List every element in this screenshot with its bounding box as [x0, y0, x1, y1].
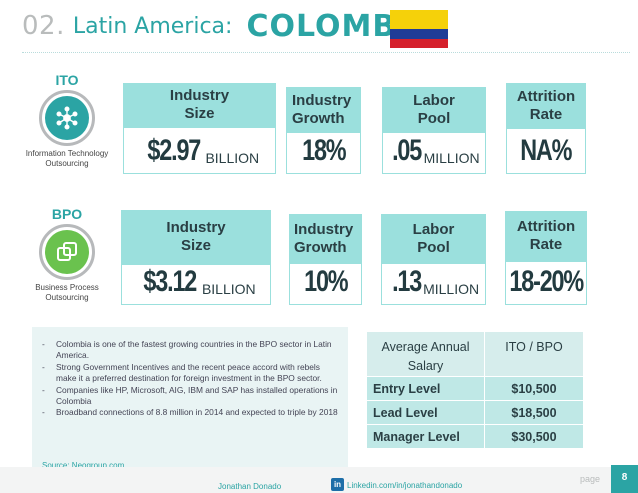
- list-item: Strong Government Incentives and the rec…: [42, 362, 338, 385]
- copy-squares-icon: [45, 230, 89, 274]
- table-header-row: Average Annual Salary ITO / BPO: [366, 331, 584, 377]
- linkedin-link[interactable]: Linkedin.com/in/jonathandonado: [347, 481, 463, 490]
- table-row: Lead Level $18,500: [366, 400, 584, 425]
- bpo-labor-header: Labor Pool: [381, 214, 486, 263]
- bpo-growth-value: 10%: [289, 263, 362, 305]
- ito-labor-header: Labor Pool: [382, 87, 486, 132]
- ito-size-value: $2.97 BILLION: [123, 127, 276, 174]
- bpo-sub-line2: Outsourcing: [45, 293, 89, 302]
- ito-sub-line1: Information Technology: [25, 149, 109, 158]
- bpo-size-value: $3.12 BILLION: [121, 264, 271, 305]
- col-header-salary: Average Annual Salary: [366, 331, 485, 377]
- section-number: 02.: [22, 11, 65, 41]
- ito-growth-value: 18%: [286, 132, 361, 174]
- author-name: Jonathan Donado: [218, 482, 282, 491]
- ito-size-header: Industry Size: [123, 83, 276, 127]
- page-number: 8: [611, 465, 638, 493]
- bpo-category: BPO Business Process Outsourcing: [22, 206, 112, 303]
- ito-label: ITO: [55, 72, 79, 88]
- colombia-flag-icon: [390, 10, 448, 48]
- slide-header: 02. Latin America: COLOMBIA: [22, 6, 433, 46]
- table-row: Entry Level $10,500: [366, 376, 584, 401]
- header-divider: [22, 52, 630, 53]
- linkedin-icon[interactable]: in: [331, 478, 344, 491]
- region-title: Latin America:: [72, 13, 233, 39]
- footer-bar: [0, 467, 638, 493]
- bpo-growth-header: Industry Growth: [289, 214, 362, 263]
- ito-attrition-header: Attrition Rate: [506, 83, 586, 128]
- ito-labor-value: .05 MILLION: [382, 132, 486, 174]
- bpo-attrition-value: 18-20%: [505, 261, 587, 305]
- page-label: page: [580, 474, 601, 484]
- table-row: Manager Level $30,500: [366, 424, 584, 449]
- bpo-sub-line1: Business Process: [35, 283, 99, 292]
- salary-table: Average Annual Salary ITO / BPO Entry Le…: [366, 331, 584, 449]
- bpo-label: BPO: [51, 206, 83, 222]
- bpo-size-header: Industry Size: [121, 210, 271, 264]
- ito-growth-header: Industry Growth: [286, 87, 361, 132]
- network-icon: [45, 96, 89, 140]
- ito-attrition-value: NA%: [506, 128, 586, 174]
- ito-sub-line2: Outsourcing: [45, 159, 89, 168]
- bullet-list: Colombia is one of the fastest growing c…: [32, 327, 348, 470]
- bpo-attrition-header: Attrition Rate: [505, 211, 587, 261]
- source-note: Source: Neogroup.com: [42, 461, 125, 470]
- bpo-labor-value: .13 MILLION: [381, 263, 486, 305]
- list-item: Companies like HP, Microsoft, AIG, IBM a…: [42, 385, 338, 408]
- list-item: Colombia is one of the fastest growing c…: [42, 339, 338, 362]
- list-item: Broadband connections of 8.8 million in …: [42, 407, 338, 419]
- ito-category: ITO Information Technology Outsourcing: [22, 72, 112, 169]
- col-header-ito-bpo: ITO / BPO: [484, 331, 584, 377]
